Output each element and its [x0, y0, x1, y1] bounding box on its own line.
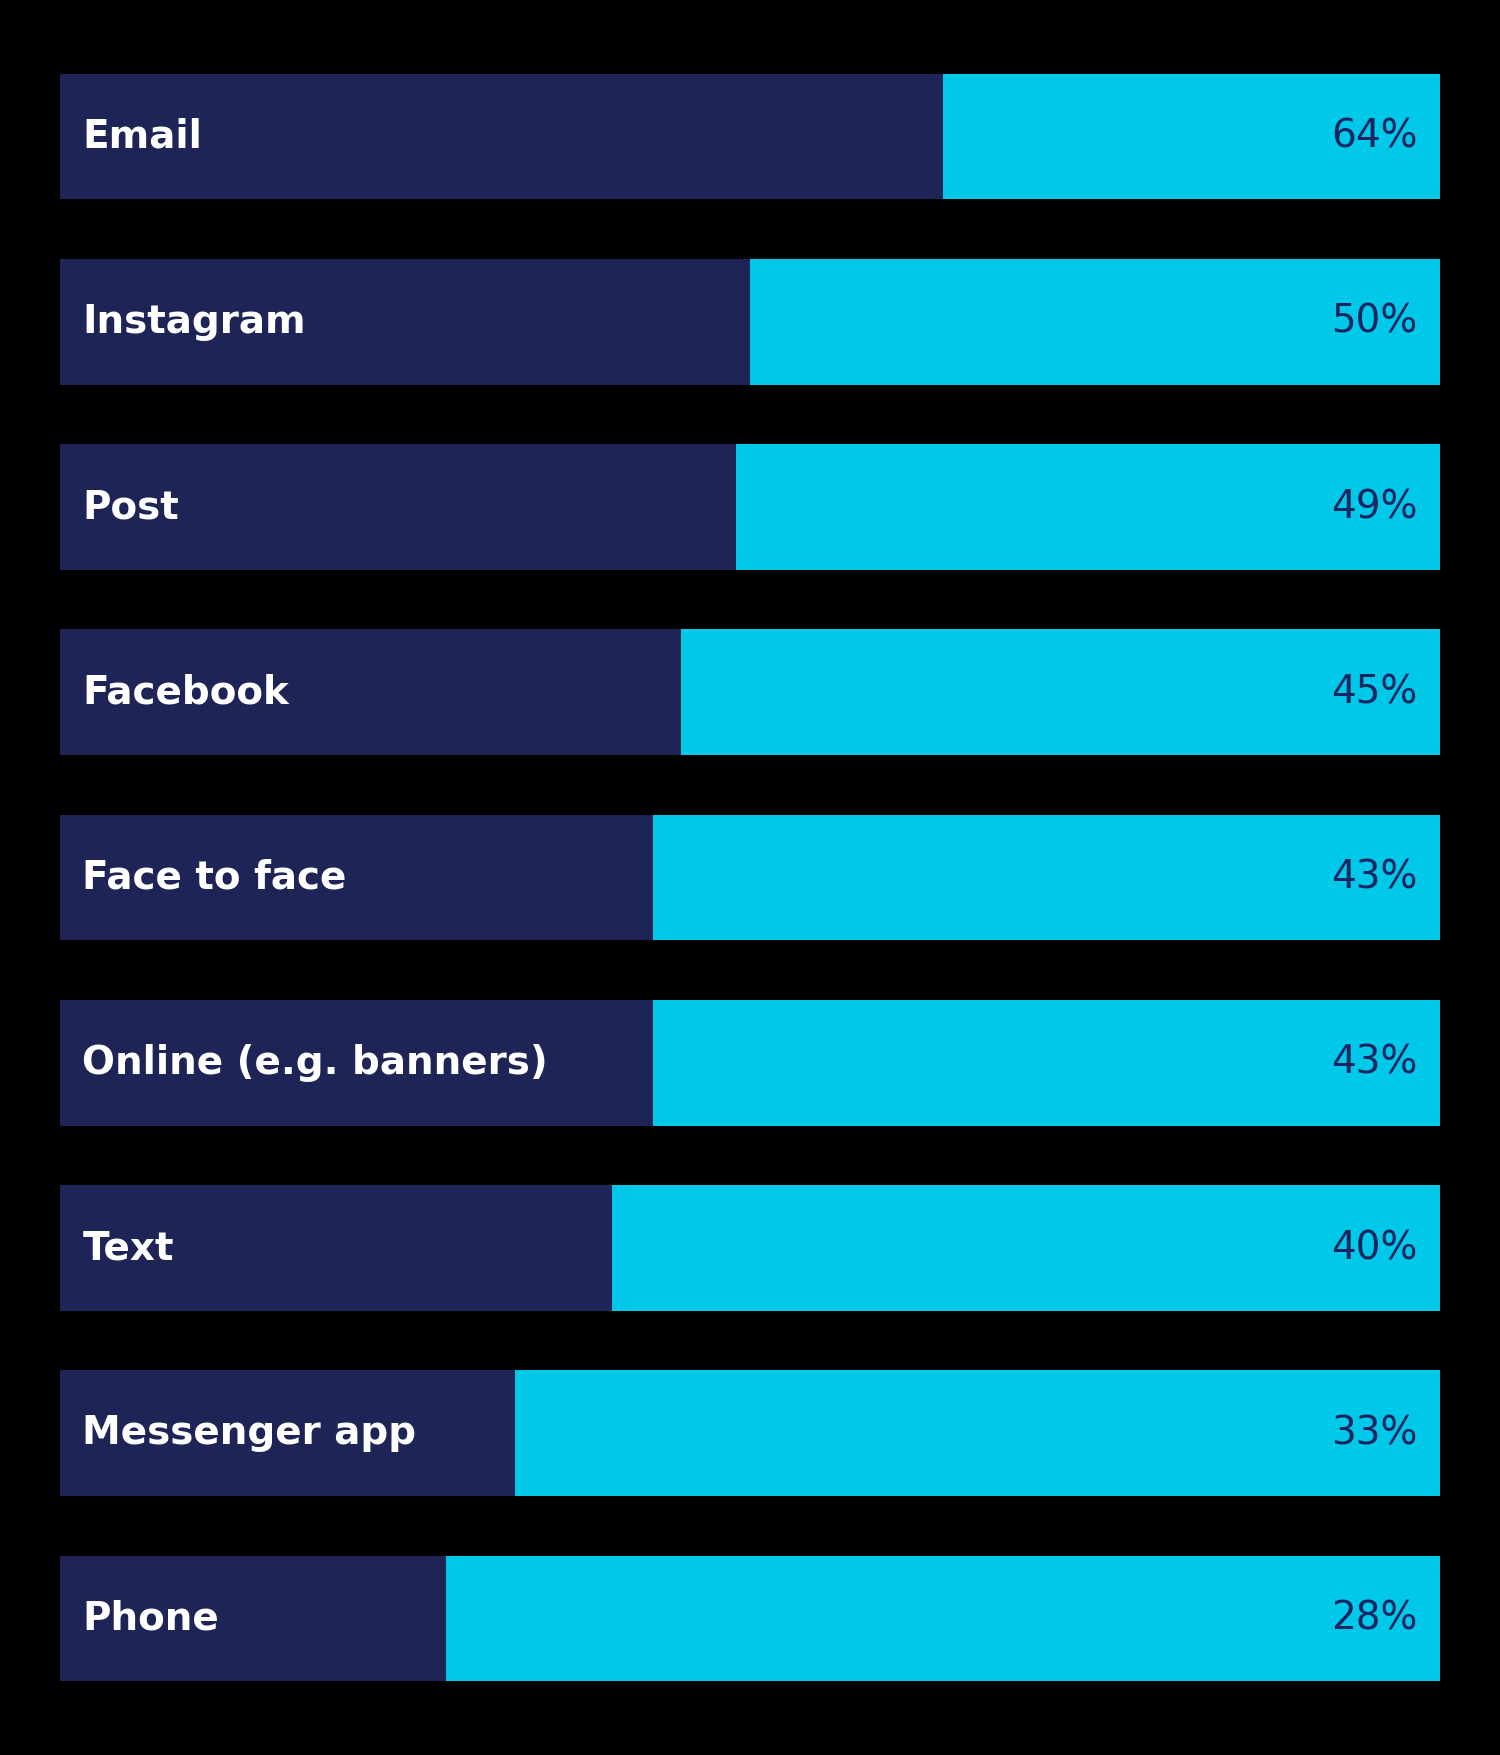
- Bar: [60, 444, 736, 570]
- Bar: [60, 630, 681, 755]
- Bar: [447, 1555, 1440, 1681]
- Bar: [60, 1185, 612, 1311]
- Bar: [750, 258, 1440, 384]
- Bar: [60, 1371, 516, 1497]
- Text: Text: Text: [82, 1228, 174, 1267]
- Text: Instagram: Instagram: [82, 304, 306, 340]
- Text: 28%: 28%: [1330, 1599, 1418, 1637]
- Bar: [60, 74, 944, 200]
- Bar: [681, 630, 1440, 755]
- Text: 49%: 49%: [1330, 488, 1418, 526]
- Bar: [654, 814, 1440, 941]
- Bar: [612, 1185, 1440, 1311]
- Text: 33%: 33%: [1330, 1415, 1418, 1451]
- Bar: [944, 74, 1440, 200]
- Text: Facebook: Facebook: [82, 674, 290, 711]
- Text: Face to face: Face to face: [82, 858, 346, 897]
- Text: Phone: Phone: [82, 1599, 219, 1637]
- Text: Email: Email: [82, 118, 203, 156]
- Text: 64%: 64%: [1330, 118, 1418, 156]
- Text: Online (e.g. banners): Online (e.g. banners): [82, 1044, 549, 1081]
- Bar: [60, 258, 750, 384]
- Bar: [736, 444, 1440, 570]
- Text: Messenger app: Messenger app: [82, 1415, 417, 1451]
- Bar: [60, 1000, 654, 1125]
- Text: Post: Post: [82, 488, 180, 526]
- Bar: [516, 1371, 1440, 1497]
- Text: 45%: 45%: [1332, 674, 1418, 711]
- Bar: [60, 814, 654, 941]
- Text: 43%: 43%: [1330, 1044, 1418, 1081]
- Text: 43%: 43%: [1330, 858, 1418, 897]
- Bar: [654, 1000, 1440, 1125]
- Text: 40%: 40%: [1330, 1228, 1418, 1267]
- Bar: [60, 1555, 447, 1681]
- Text: 50%: 50%: [1332, 304, 1418, 340]
